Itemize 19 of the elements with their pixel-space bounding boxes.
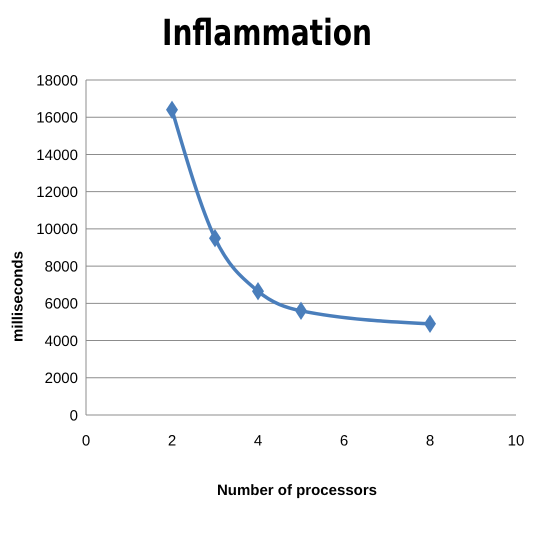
y-tick-label: 4000: [44, 332, 78, 350]
x-tick-label: 6: [340, 432, 348, 450]
y-tick-label: 18000: [36, 72, 78, 90]
x-tick-label: 10: [508, 432, 524, 450]
y-tick-label: 6000: [44, 296, 78, 313]
y-tick-label: 10000: [36, 221, 78, 238]
y-tick-label: 12000: [36, 184, 78, 201]
x-tick-label: 8: [426, 432, 434, 450]
x-tick-label: 0: [82, 432, 90, 450]
y-tick-label: 0: [70, 407, 78, 424]
y-tick-label: 8000: [44, 258, 78, 276]
x-axis-title: Number of processors: [216, 482, 378, 499]
y-tick-label: 14000: [36, 146, 78, 164]
y-tick-label: 16000: [36, 110, 78, 127]
x-tick-label: 4: [254, 432, 262, 450]
y-axis-title: milliseconds: [10, 250, 26, 344]
x-tick-label: 2: [168, 432, 176, 450]
y-tick-label: 2000: [44, 370, 78, 388]
chart-title: Inflammation: [161, 12, 373, 56]
